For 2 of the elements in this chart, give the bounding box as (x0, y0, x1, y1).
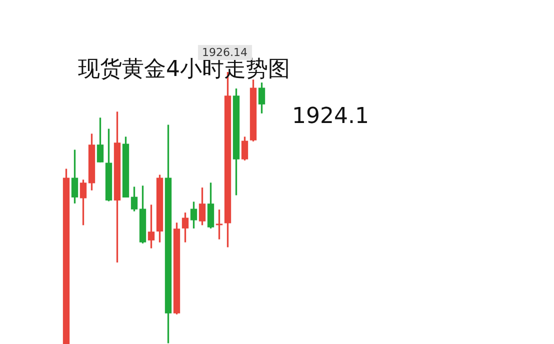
text: 1926.14 (198, 45, 252, 60)
text: 1924.1 (292, 104, 369, 129)
